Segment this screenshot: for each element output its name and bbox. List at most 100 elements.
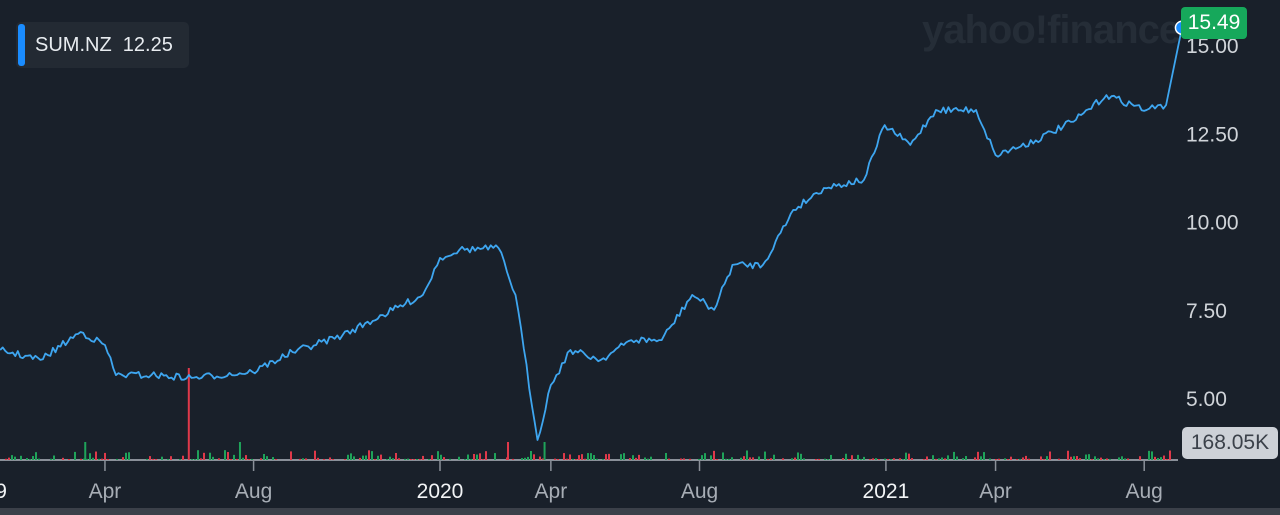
volume-bar xyxy=(305,458,307,460)
volume-bar xyxy=(125,452,127,460)
volume-bar xyxy=(386,458,388,460)
volume-bar xyxy=(878,458,880,460)
volume-bar xyxy=(507,442,510,460)
volume-bar xyxy=(167,458,169,460)
volume-bar xyxy=(365,455,367,460)
volume-bar xyxy=(1160,457,1162,460)
y-tick-label: 15.00 xyxy=(1186,35,1239,58)
volume-bar xyxy=(116,458,118,460)
volume-bar xyxy=(743,456,745,460)
volume-bar xyxy=(251,458,253,460)
volume-bar xyxy=(1079,458,1081,460)
volume-bar xyxy=(923,458,925,460)
volume-bar xyxy=(332,458,334,460)
volume-bar xyxy=(590,453,592,460)
volume-bar xyxy=(902,458,904,460)
volume-bar xyxy=(713,450,715,460)
volume-bar xyxy=(5,458,7,460)
volume-bar xyxy=(581,454,583,460)
volume-bar xyxy=(947,455,949,460)
volume-bar xyxy=(596,458,598,460)
volume-bar xyxy=(926,456,928,460)
yahoo-finance-watermark: yahoo!finance xyxy=(922,8,1181,52)
volume-bar xyxy=(638,454,640,460)
volume-bar xyxy=(245,455,247,460)
volume-bar xyxy=(347,454,349,460)
volume-bar xyxy=(86,458,88,460)
volume-bar xyxy=(1127,458,1129,460)
volume-bar xyxy=(995,458,997,460)
volume-bar xyxy=(302,458,304,460)
volume-bar xyxy=(194,458,196,460)
volume-bar xyxy=(62,457,64,460)
volume-bar xyxy=(1109,458,1111,460)
volume-bar xyxy=(1070,456,1072,460)
legend-symbol[interactable]: SUM.NZ 12.25 xyxy=(16,22,189,68)
volume-bar xyxy=(740,457,742,460)
volume-bar xyxy=(698,458,700,460)
volume-bar xyxy=(815,458,817,460)
volume-bar xyxy=(875,458,877,460)
volume-bar xyxy=(368,450,370,460)
volume-bar xyxy=(398,458,400,460)
volume-bar xyxy=(569,454,571,460)
volume-bar xyxy=(494,453,496,460)
volume-bar xyxy=(770,458,772,460)
volume-bar xyxy=(92,457,94,460)
volume-bar xyxy=(911,458,913,460)
volume-bar xyxy=(977,451,979,460)
volume-bar xyxy=(95,451,97,460)
volume-bar xyxy=(701,455,703,460)
scrollbar-track[interactable] xyxy=(0,508,1280,515)
volume-bar xyxy=(683,458,685,460)
volume-bar xyxy=(758,456,760,460)
volume-bar xyxy=(542,458,544,460)
volume-bar xyxy=(227,452,229,460)
volume-bar xyxy=(317,457,319,460)
volume-bar xyxy=(1076,456,1078,460)
volume-bar xyxy=(1148,450,1150,460)
volume-bar xyxy=(782,458,784,460)
volume-bar xyxy=(830,454,832,460)
volume-bar xyxy=(512,458,514,460)
volume-bar xyxy=(389,456,391,460)
volume-bar xyxy=(395,452,397,460)
volume-bar xyxy=(905,452,907,460)
volume-bar xyxy=(104,452,106,460)
volume-bar xyxy=(89,453,91,460)
volume-bar xyxy=(851,455,853,460)
volume-bar xyxy=(1040,456,1042,460)
volume-bar xyxy=(187,368,190,460)
volume-bar xyxy=(377,455,379,460)
volume-bar xyxy=(605,454,607,460)
volume-bar xyxy=(521,458,523,460)
x-tick-label: Aug xyxy=(1126,480,1163,503)
volume-bar xyxy=(410,458,412,460)
volume-bar xyxy=(1019,458,1021,460)
volume-bar xyxy=(1025,455,1027,460)
volume-bar xyxy=(827,458,829,460)
volume-bar xyxy=(122,457,124,460)
volume-bar xyxy=(1067,450,1069,460)
volume-bar xyxy=(182,455,184,460)
volume-bar xyxy=(35,452,37,460)
volume-bar xyxy=(506,457,508,460)
volume-bar xyxy=(842,458,844,460)
volume-bar xyxy=(275,458,277,460)
legend-color-marker xyxy=(18,24,25,66)
volume-bar xyxy=(407,458,409,460)
volume-bar xyxy=(860,458,862,460)
volume-bar xyxy=(128,452,130,460)
volume-bar xyxy=(956,456,958,460)
volume-bar xyxy=(413,459,415,460)
volume-bar xyxy=(263,453,265,460)
volume-bar xyxy=(527,456,529,460)
volume-bar xyxy=(1097,458,1099,460)
volume-bar xyxy=(932,455,934,460)
volume-bar xyxy=(650,456,652,460)
volume-bar xyxy=(899,458,901,460)
y-tick-label: 10.00 xyxy=(1186,212,1239,235)
volume-bar xyxy=(818,458,820,460)
